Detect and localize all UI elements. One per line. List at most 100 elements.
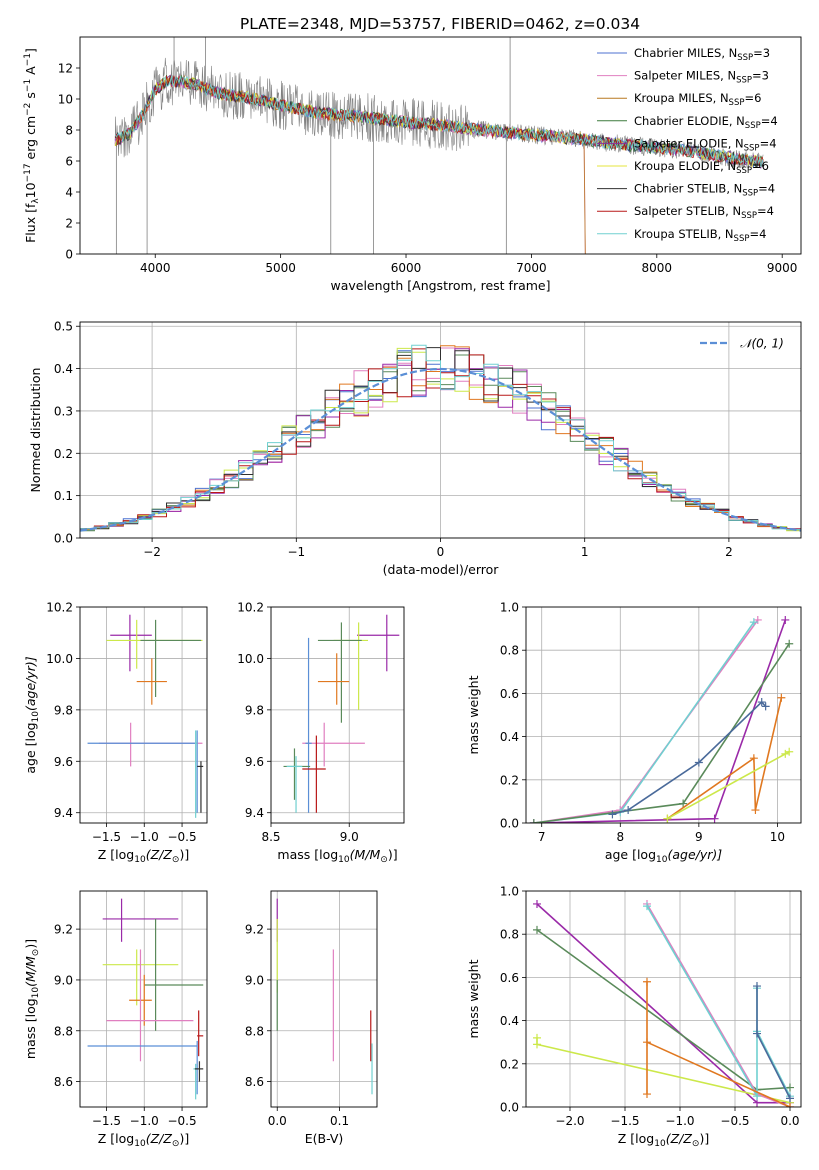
y-tick-label: 0.2 <box>500 773 519 787</box>
legend-text: Kroupa STELIB, N <box>634 227 734 241</box>
legend-text: Kroupa MILES, N <box>634 91 729 105</box>
y-tick-label: 0.4 <box>500 730 519 744</box>
plot-area-age_vs_mass <box>271 607 404 823</box>
axis-label-part: A <box>23 66 38 79</box>
legend-sub: SSP <box>745 121 761 131</box>
y-tick-label: 8.6 <box>245 1075 264 1089</box>
legend-value: =6 <box>752 159 769 173</box>
axis-label-part: Z [log <box>618 1131 654 1146</box>
plot-area-residuals <box>80 322 801 538</box>
weight-point <box>643 1038 651 1047</box>
axis-label-part: mass [log <box>23 998 38 1059</box>
axis-label-part: 10 <box>23 182 38 198</box>
legend-sub: SSP <box>736 166 752 176</box>
weight-point <box>749 754 758 763</box>
y-tick-label: 9.6 <box>54 755 73 769</box>
weight-line-lime <box>536 1037 791 1104</box>
plot-area-mass_vs_EBV <box>271 891 377 1107</box>
weight-point <box>533 1040 541 1049</box>
y-tick-label: 0.1 <box>54 489 73 503</box>
axis-label-part: s <box>23 92 38 103</box>
axis-label-part: )] <box>23 939 38 949</box>
x-tick-label: 0.0 <box>268 1114 287 1128</box>
y-tick-label: 0.4 <box>500 1014 519 1028</box>
weight-point <box>679 799 688 808</box>
y-tick-label: 10 <box>58 93 73 107</box>
y-tick-label: 9.4 <box>245 806 264 820</box>
axis-label-part: )] <box>388 847 398 862</box>
x-tick-label: 9000 <box>767 261 798 275</box>
plot-area-age_vs_Z <box>80 607 207 823</box>
x-tick-label: −1.0 <box>665 1114 694 1128</box>
y-tick-label: 9.4 <box>54 806 73 820</box>
x-axis-label: Z [log10​(Z/Z⊙​)] <box>98 847 189 865</box>
model-spectrum-salpeter_stelib <box>114 75 764 167</box>
axes-frame <box>79 36 802 255</box>
x-tick-label: −1.0 <box>130 830 159 844</box>
axis-label-part: 10 <box>654 1139 666 1149</box>
x-axis-label: age [log10​(age/yr)] <box>605 847 722 865</box>
x-tick-label: 0 <box>437 545 445 559</box>
x-tick-label: 5000 <box>265 261 296 275</box>
legend-entry: Salpeter MILES, NSSP=3 <box>634 69 769 86</box>
x-tick-label: 2 <box>725 545 733 559</box>
y-tick-label: 10.0 <box>237 652 264 666</box>
x-axis-label: Z [log10​(Z/Z⊙​)] <box>618 1131 709 1149</box>
weight-line-sage <box>536 929 791 1091</box>
axes-frame <box>525 890 802 1108</box>
axis-label-part: ⊙ <box>380 855 388 865</box>
axis-label-part: (M/M <box>350 847 381 862</box>
legend-text: Salpeter ELODIE, N <box>634 136 744 150</box>
x-tick-label: −1.5 <box>92 830 121 844</box>
x-tick-label: 9.0 <box>340 830 359 844</box>
axis-label-part: 10 <box>31 987 41 999</box>
y-tick-label: 0.8 <box>500 644 519 658</box>
weight-point <box>786 1103 794 1107</box>
weight-point <box>608 810 617 819</box>
axis-label-part: ] <box>23 48 38 53</box>
weight-point <box>753 1092 761 1101</box>
axis-label-part: age [log <box>23 722 38 773</box>
legend-value: =4 <box>757 204 774 218</box>
y-tick-label: 8.6 <box>54 1075 73 1089</box>
axis-label-part: (Z/Z <box>666 1131 693 1146</box>
y-tick-label: 0.2 <box>54 447 73 461</box>
axis-label-part: Z [log <box>98 1131 134 1146</box>
plot-area-weight_vs_Z <box>526 891 801 1107</box>
weight-point <box>781 749 790 758</box>
x-tick-label: −1.5 <box>92 1114 121 1128</box>
legend-value: =4 <box>760 136 777 150</box>
weight-point <box>643 902 651 911</box>
x-tick-label: 7 <box>538 830 546 844</box>
weight-line-slate <box>756 986 791 1099</box>
axis-label-part: )] <box>179 1131 189 1146</box>
y-tick-label: 2 <box>65 217 73 231</box>
x-axis-label: Z [log10​(Z/Z⊙​)] <box>98 1131 189 1149</box>
axis-label-part: Flux [f <box>23 203 38 243</box>
y-tick-label: 4 <box>65 186 73 200</box>
legend-value: =3 <box>752 69 769 83</box>
axis-label-part: λ <box>31 198 41 204</box>
x-tick-label: 0.0 <box>780 1114 799 1128</box>
legend-text: Chabrier MILES, N <box>634 46 737 60</box>
legend-value: =4 <box>758 182 775 196</box>
figure-title: PLATE=2348, MJD=53757, FIBERID=0462, z=0… <box>240 15 640 33</box>
axis-label-part: ⊙ <box>172 855 180 865</box>
y-tick-label: 0.0 <box>500 1101 519 1115</box>
y-axis-label: mass weight <box>466 675 481 754</box>
axes-frame <box>79 890 208 1108</box>
weight-line-kroupa_stelib <box>533 621 755 823</box>
weight-point <box>785 747 794 756</box>
normal-curve <box>80 367 801 532</box>
panel-weight_vs_age: 7 8 9 10 0.0 0.2 0.4 0.6 0.8 1.0 age [log10​(age/y… <box>466 601 802 865</box>
plot-area-weight_vs_age <box>526 607 801 823</box>
y-axis-label: age [log10​(age/yr)] <box>23 656 41 773</box>
y-tick-label: 0.0 <box>500 817 519 831</box>
x-tick-label: 8.5 <box>261 830 280 844</box>
legend-value: =4 <box>749 227 766 241</box>
legend-sub: SSP <box>741 211 757 221</box>
y-tick-label: 10.0 <box>46 652 73 666</box>
axis-label-part: ⊙ <box>172 1139 180 1149</box>
